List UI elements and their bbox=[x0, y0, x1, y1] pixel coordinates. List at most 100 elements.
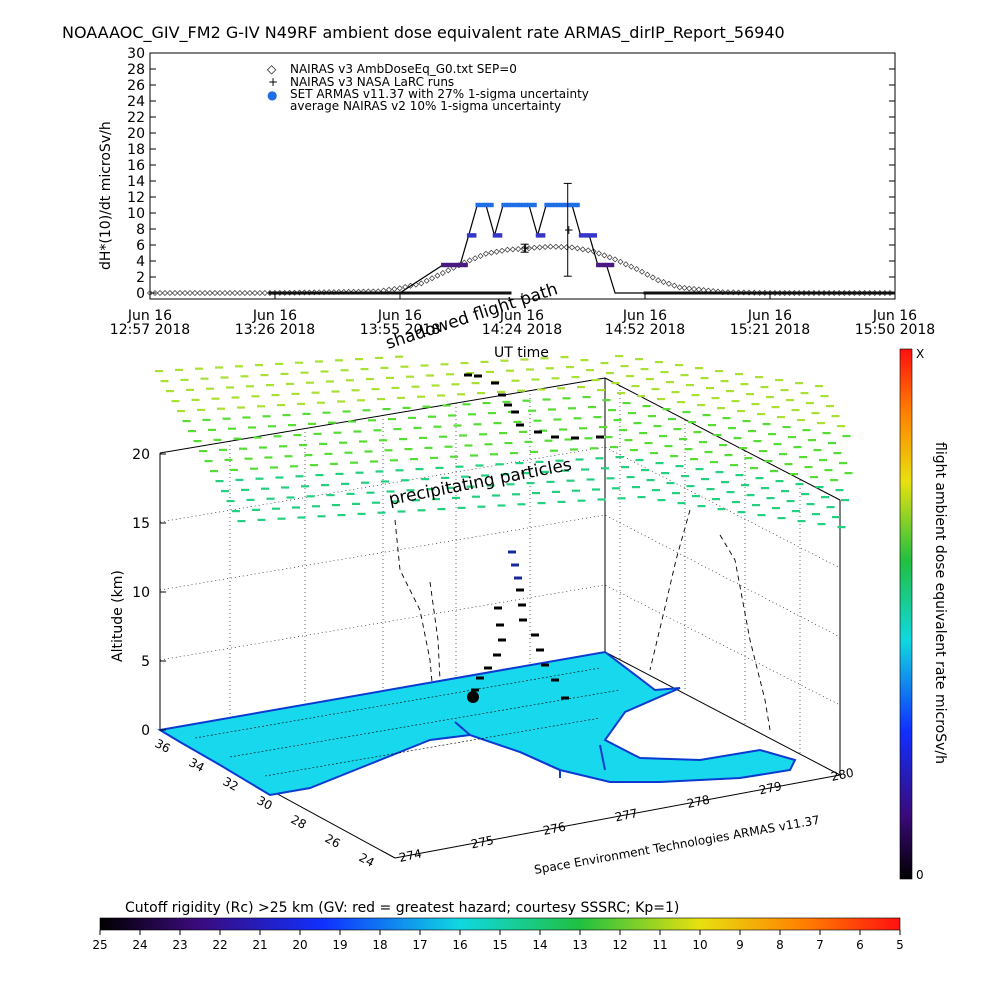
particle-mark bbox=[771, 406, 780, 409]
particle-mark bbox=[552, 490, 560, 493]
particle-mark bbox=[426, 374, 434, 377]
legend-symbol-3: ● bbox=[267, 88, 277, 102]
nairas-diamond bbox=[330, 289, 337, 296]
rigidity-tick-label: 6 bbox=[856, 938, 864, 952]
armas-point bbox=[498, 233, 503, 238]
particle-mark bbox=[704, 451, 713, 454]
particle-mark bbox=[317, 515, 326, 518]
particle-mark bbox=[504, 442, 513, 445]
particle-mark bbox=[646, 479, 655, 482]
nairas-diamond bbox=[396, 285, 403, 292]
particle-mark bbox=[413, 426, 422, 429]
particle-mark bbox=[531, 378, 540, 381]
particle-mark bbox=[239, 447, 247, 450]
armas-point bbox=[547, 202, 551, 208]
armas-zero-point bbox=[766, 291, 770, 295]
particle-mark bbox=[837, 425, 845, 428]
particle-mark bbox=[613, 419, 622, 422]
particle-mark bbox=[379, 439, 387, 442]
flight-marker bbox=[471, 688, 479, 692]
nairas-diamond bbox=[196, 290, 203, 296]
armas-point bbox=[444, 262, 448, 268]
armas-zero-point bbox=[379, 291, 383, 295]
particle-mark bbox=[562, 397, 571, 400]
particle-mark bbox=[320, 370, 329, 373]
top-y-label: dH*(10)/dt microSv/h bbox=[98, 121, 114, 270]
particle-mark bbox=[393, 428, 402, 431]
rigidity-tick-label: 19 bbox=[332, 938, 347, 952]
particle-mark bbox=[782, 426, 791, 429]
armas-zero-point bbox=[859, 291, 863, 295]
particle-mark bbox=[577, 499, 586, 502]
altitude-tick-label: 0 bbox=[141, 723, 150, 739]
armas-zero-point bbox=[784, 291, 788, 295]
particle-mark bbox=[260, 374, 269, 377]
particle-mark bbox=[512, 493, 520, 496]
particle-mark bbox=[722, 417, 731, 420]
flight-marker bbox=[514, 576, 522, 580]
armas-zero-point bbox=[376, 291, 380, 295]
armas-zero-point bbox=[685, 291, 689, 295]
particle-mark bbox=[277, 517, 286, 520]
particle-mark bbox=[397, 396, 405, 399]
armas-point bbox=[478, 202, 483, 208]
armas-point bbox=[593, 233, 598, 238]
particle-mark bbox=[670, 455, 678, 458]
particle-mark bbox=[684, 448, 693, 451]
particle-mark bbox=[597, 498, 606, 501]
longitude-tick-label: 277 bbox=[614, 806, 639, 824]
particle-mark bbox=[753, 440, 762, 443]
armas-zero-point bbox=[667, 291, 671, 295]
nairas-diamond bbox=[241, 290, 248, 296]
armas-zero-point bbox=[712, 291, 716, 295]
particle-mark bbox=[361, 481, 369, 484]
particle-mark bbox=[313, 432, 322, 435]
particle-mark bbox=[582, 396, 591, 399]
nairas-diamond bbox=[633, 266, 640, 272]
particle-mark bbox=[275, 476, 284, 479]
colorbar-top-label: X bbox=[916, 347, 924, 361]
particle-mark bbox=[533, 419, 542, 422]
armas-zero-point bbox=[853, 291, 857, 295]
armas-zero-point bbox=[730, 291, 734, 295]
armas-zero-point bbox=[790, 291, 794, 295]
particle-mark bbox=[761, 487, 769, 490]
particle-mark bbox=[835, 489, 844, 492]
particle-mark bbox=[499, 432, 507, 435]
particle-mark bbox=[244, 457, 253, 460]
altitude-tick-label: 5 bbox=[141, 654, 150, 670]
particle-mark bbox=[813, 449, 822, 452]
nairas-diamond bbox=[156, 290, 163, 296]
particle-mark bbox=[455, 465, 464, 468]
particle-mark bbox=[215, 366, 223, 369]
particle-mark bbox=[652, 489, 660, 492]
y-tick-label: 6 bbox=[136, 238, 145, 254]
particle-mark bbox=[715, 471, 724, 474]
particle-mark bbox=[519, 430, 527, 433]
particle-mark bbox=[526, 482, 535, 485]
particle-mark bbox=[437, 508, 446, 511]
armas-zero-point bbox=[295, 291, 299, 295]
flight-marker bbox=[508, 550, 516, 554]
particle-mark bbox=[344, 451, 353, 454]
rigidity-tick-label: 14 bbox=[532, 938, 547, 952]
particle-mark bbox=[513, 420, 522, 423]
particle-mark bbox=[588, 406, 596, 409]
particle-mark bbox=[366, 378, 374, 381]
rigidity-tick-label: 16 bbox=[452, 938, 467, 952]
y-tick-label: 4 bbox=[136, 254, 145, 270]
nairas-diamond bbox=[445, 267, 452, 274]
particle-mark bbox=[255, 477, 264, 480]
particle-mark bbox=[759, 450, 767, 453]
particle-mark bbox=[199, 450, 207, 453]
particle-mark bbox=[470, 454, 478, 457]
longitude-ticks: 274 275 276 277 278 279 280 bbox=[398, 765, 855, 864]
airport-marker bbox=[467, 691, 479, 703]
armas-zero-point bbox=[754, 291, 758, 295]
particle-mark bbox=[273, 435, 282, 438]
flight-marker bbox=[516, 423, 524, 427]
armas-zero-point bbox=[406, 291, 410, 295]
y-tick-label: 2 bbox=[136, 270, 145, 286]
particle-mark bbox=[611, 382, 620, 385]
